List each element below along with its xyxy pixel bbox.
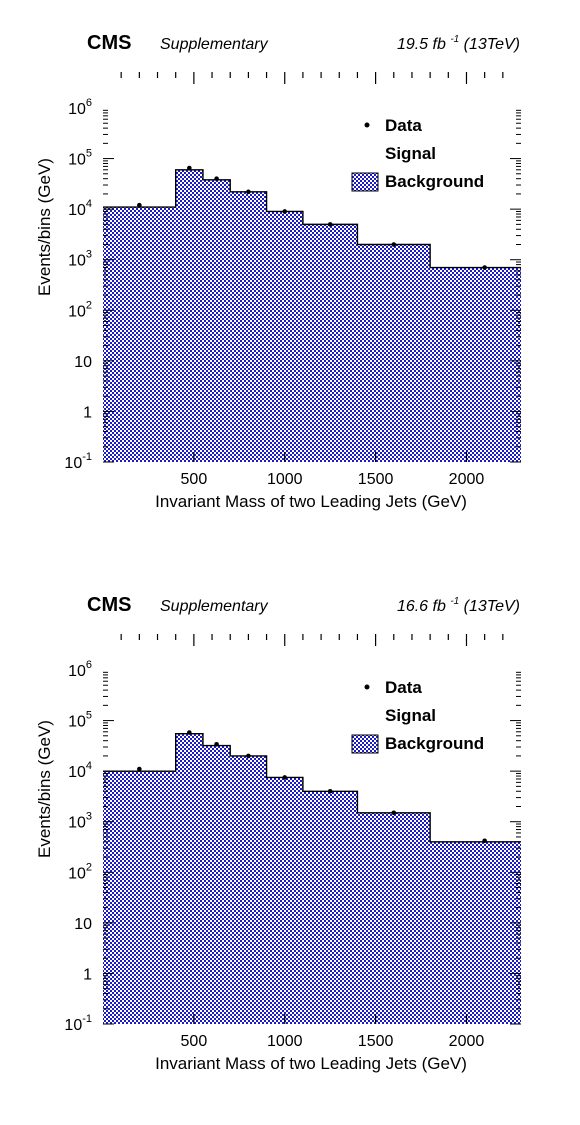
y-tick-label: 1: [83, 966, 92, 983]
legend-data-marker: [364, 122, 370, 128]
background-bar: [357, 244, 431, 462]
legend-signal-label: Signal: [385, 144, 436, 163]
y-tick-label: 1: [83, 404, 92, 421]
legend-background-swatch: [351, 172, 379, 192]
data-point: [246, 753, 251, 759]
x-tick-label: 500: [181, 1033, 208, 1050]
data-point: [482, 838, 487, 844]
x-axis-label: Invariant Mass of two Leading Jets (GeV): [155, 492, 467, 511]
data-points: [137, 165, 487, 270]
background-bar: [266, 777, 303, 1024]
cms-label: CMS: [87, 32, 131, 54]
y-tick-label: 103: [68, 811, 92, 832]
legend-background-label: Background: [385, 172, 484, 191]
data-point: [246, 189, 251, 195]
background-bar: [103, 771, 176, 1024]
y-tick-label: 105: [68, 148, 92, 169]
background-bar: [266, 211, 303, 462]
y-tick-label: 106: [68, 659, 92, 680]
luminosity-label: 16.6 fb -1 (13TeV): [397, 596, 520, 615]
legend-background-label: Background: [385, 734, 484, 753]
luminosity-label: 19.5 fb -1 (13TeV): [397, 34, 520, 53]
background-bar: [103, 207, 176, 462]
background-bar: [175, 169, 203, 462]
legend-data-label: Data: [385, 678, 422, 697]
data-point: [187, 730, 192, 735]
background-bar: [302, 224, 358, 462]
bottom-axis-ticks: [193, 1014, 468, 1024]
data-point: [282, 775, 288, 780]
data-point: [327, 788, 333, 794]
y-axis-label: Events/bins (GeV): [35, 158, 54, 296]
chart-panel-2: CMS Supplementary 16.6 fb -1 (13TeV) 500 100…: [35, 594, 521, 1073]
data-point: [482, 265, 487, 270]
data-point: [137, 766, 142, 772]
y-tick-label: 106: [68, 97, 92, 118]
data-points: [137, 730, 487, 844]
x-tick-label: 1500: [358, 471, 394, 488]
y-tick-label: 104: [68, 760, 92, 781]
chart-panel-1: CMS Supplementary 19.5 fb -1 (13TeV) 500 100…: [35, 32, 521, 511]
background-bar: [430, 841, 521, 1024]
x-axis-label: Invariant Mass of two Leading Jets (GeV): [155, 1054, 467, 1073]
legend-background-swatch: [351, 734, 379, 754]
y-axis-ticks: [103, 671, 521, 1025]
x-tick-label: 2000: [449, 1033, 485, 1050]
y-tick-label: 103: [68, 249, 92, 270]
supplementary-label: Supplementary: [160, 36, 269, 53]
y-tick-label: 10-1: [64, 1013, 92, 1034]
supplementary-label: Supplementary: [160, 598, 269, 615]
background-histogram: [103, 169, 521, 462]
background-bar: [202, 179, 231, 462]
data-point: [282, 209, 288, 214]
background-bar: [302, 791, 358, 1024]
legend: Data Signal Background: [351, 678, 484, 754]
background-histogram: [103, 733, 521, 1024]
background-bar: [357, 812, 431, 1024]
y-tick-label: 10-1: [64, 451, 92, 472]
legend-data-label: Data: [385, 116, 422, 135]
top-axis-ticks: [120, 634, 504, 646]
y-axis-ticks: [103, 109, 521, 463]
y-axis-label: Events/bins (GeV): [35, 720, 54, 858]
legend: Data Signal Background: [351, 116, 484, 192]
legend-signal-label: Signal: [385, 706, 436, 725]
data-point: [327, 222, 333, 227]
y-tick-label: 102: [68, 299, 92, 320]
legend-data-marker: [364, 684, 370, 690]
data-point: [391, 242, 397, 247]
bottom-axis-ticks: [193, 452, 468, 462]
x-tick-label: 500: [181, 471, 208, 488]
y-tick-label: 105: [68, 710, 92, 731]
cms-label: CMS: [87, 594, 131, 616]
y-tick-label: 102: [68, 861, 92, 882]
x-tick-label: 1000: [267, 1033, 303, 1050]
data-point: [214, 176, 219, 181]
top-axis-ticks: [120, 72, 504, 84]
background-bar: [430, 267, 521, 462]
x-tick-label: 2000: [449, 471, 485, 488]
y-tick-label: 10: [74, 916, 92, 933]
y-tick-label: 10: [74, 354, 92, 371]
x-tick-label: 1000: [267, 471, 303, 488]
x-tick-label: 1500: [358, 1033, 394, 1050]
y-tick-label: 104: [68, 198, 92, 219]
background-bar: [175, 733, 203, 1024]
data-point: [187, 165, 192, 171]
data-point: [391, 810, 397, 816]
background-bar: [230, 191, 267, 462]
background-bar: [230, 755, 267, 1024]
data-point: [137, 202, 142, 208]
background-bar: [202, 745, 231, 1024]
data-point: [214, 741, 219, 747]
